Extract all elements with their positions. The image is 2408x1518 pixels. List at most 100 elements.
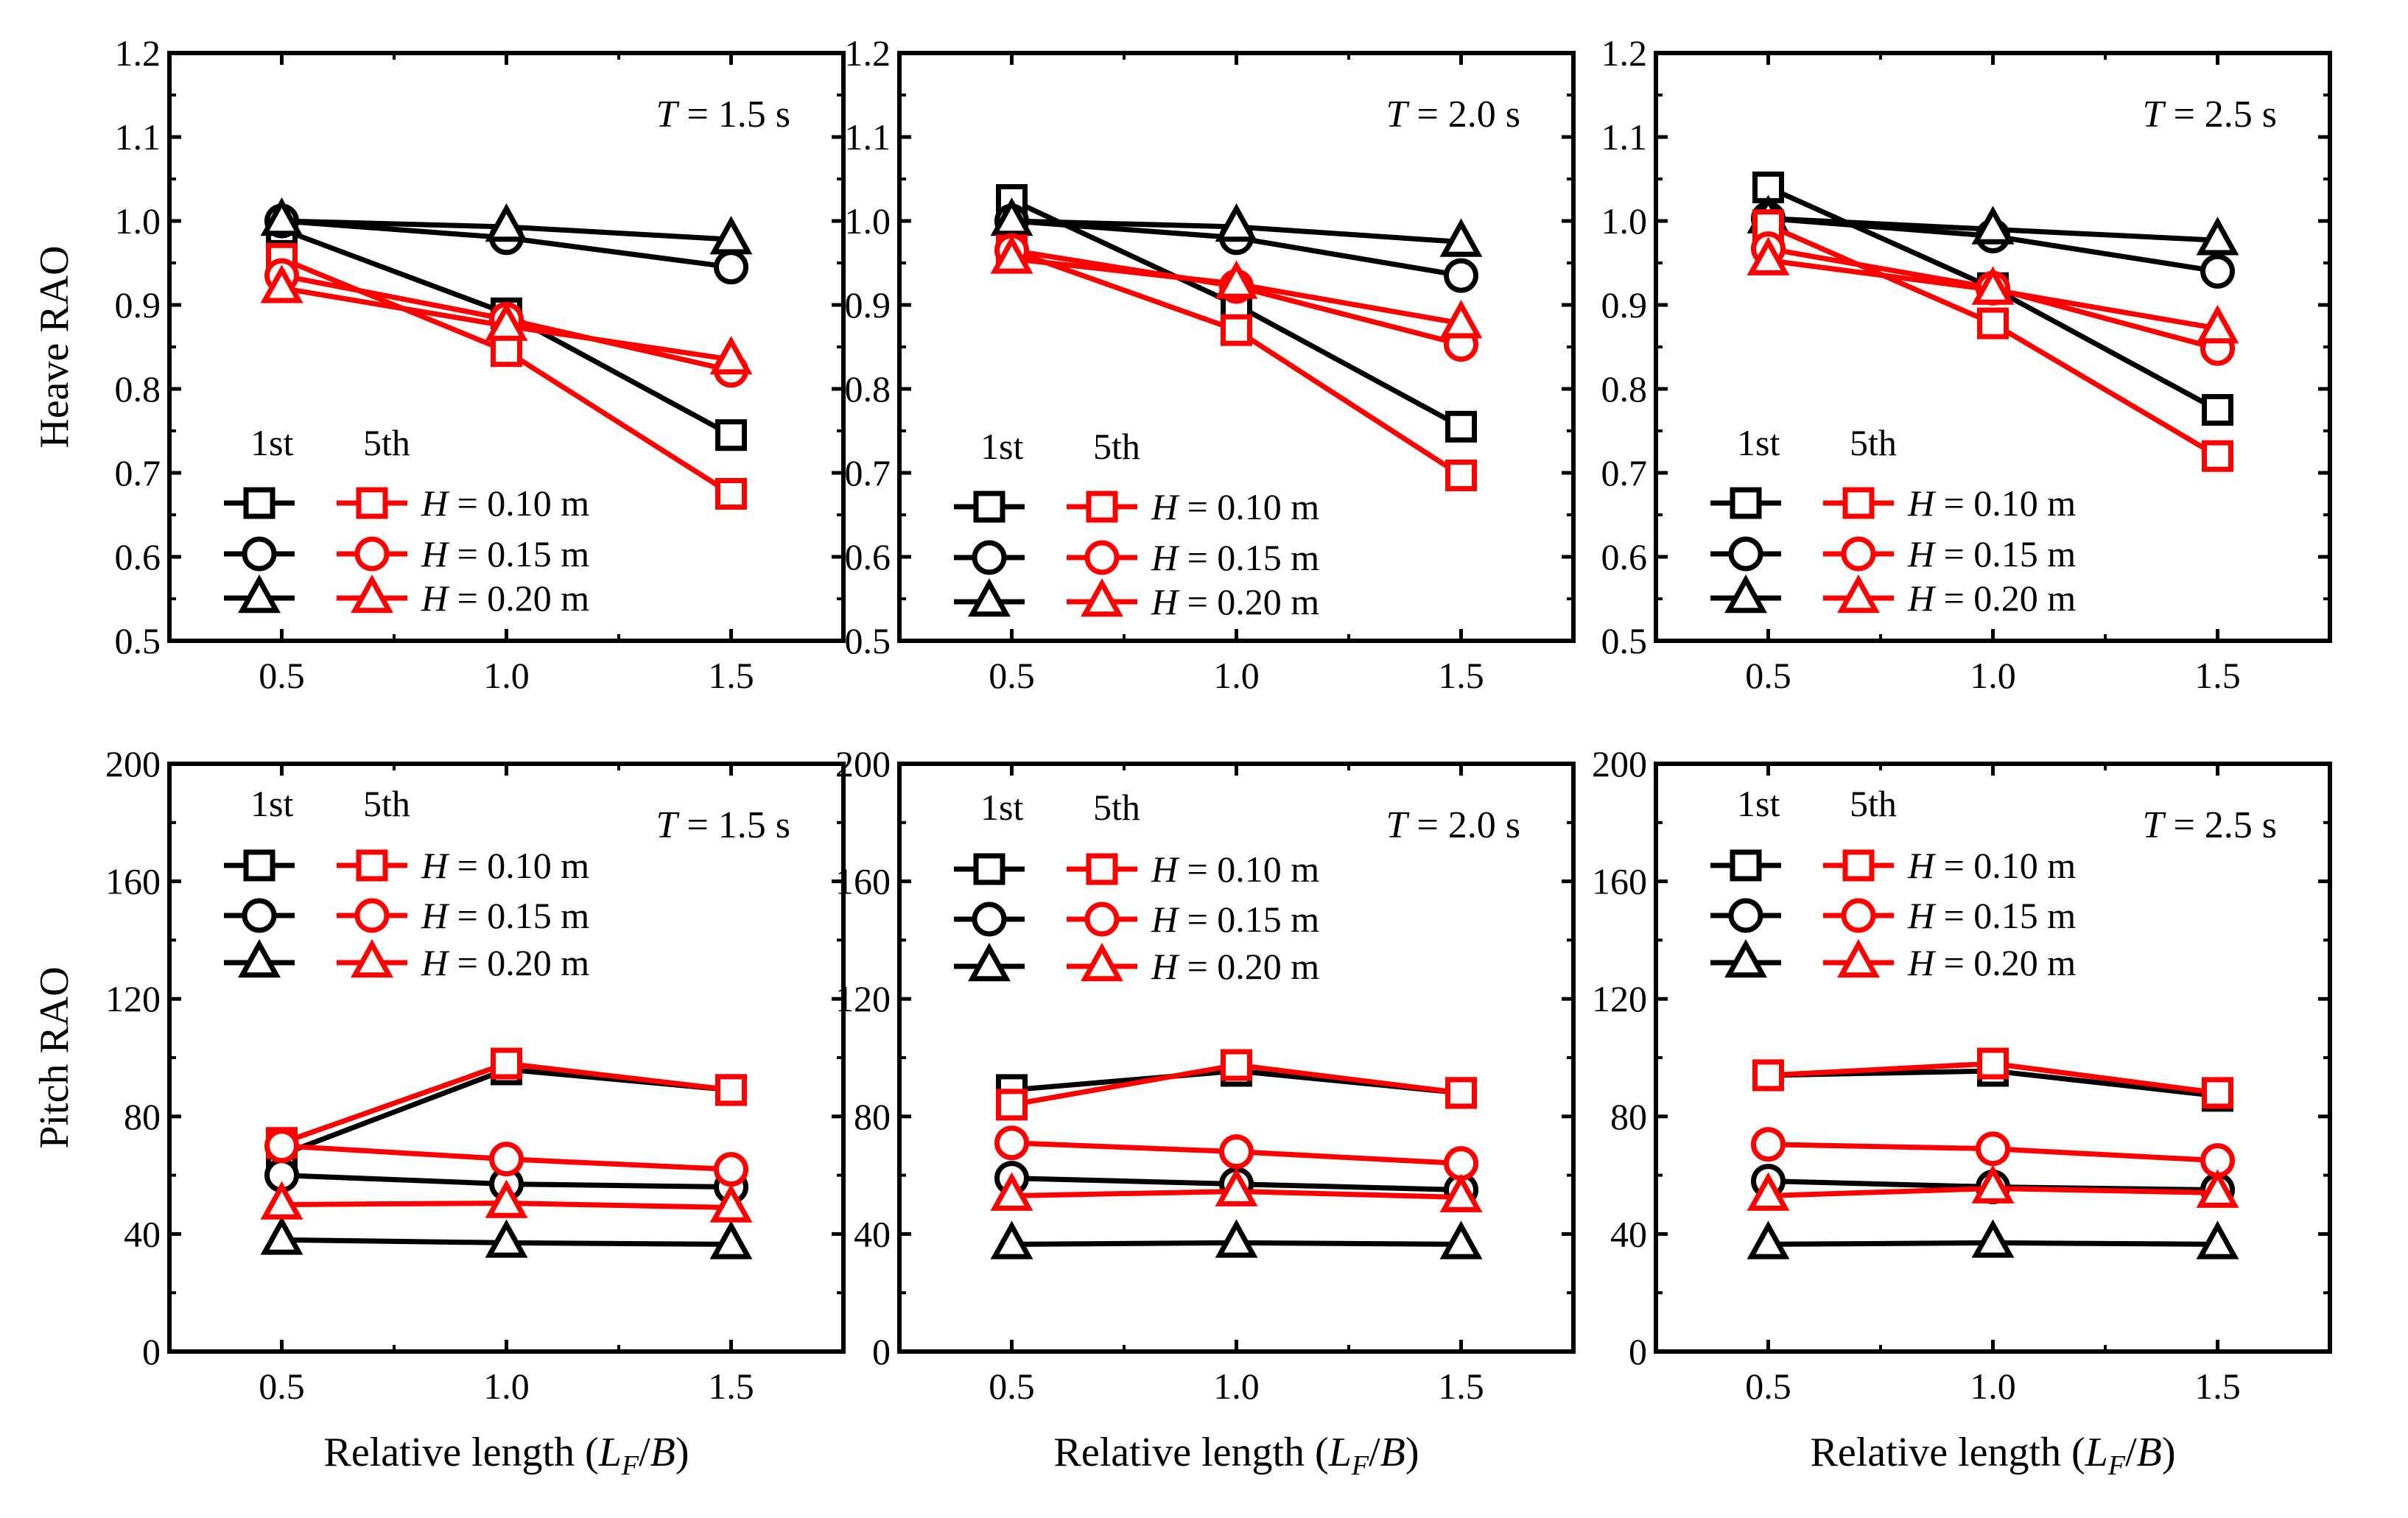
series-5th-circle <box>264 1128 748 1187</box>
y-tick-label: 0.6 <box>1601 536 1648 577</box>
data-point-triangle <box>2196 1220 2239 1259</box>
data-point-square <box>1445 1077 1477 1109</box>
series-5th-triangle <box>1747 236 2239 344</box>
data-point-circle <box>714 250 748 285</box>
x-axis-title: Relative length (LF/B) <box>1810 1430 2175 1481</box>
y-tick-label: 0.9 <box>1601 284 1648 326</box>
legend-marker-square <box>356 487 388 519</box>
data-point-triangle <box>1747 1172 1790 1211</box>
panel-1-1: 0 40 80 120 160 200 0.5 1.0 1.5 T = 2.0 s 1st 5th H … <box>835 743 1576 1481</box>
data-point-triangle <box>260 197 303 236</box>
legend-marker-triangle <box>1837 938 1880 978</box>
legend-label: H = 0.10 m <box>1907 845 2076 886</box>
data-point-triangle <box>260 1216 303 1255</box>
legend-marker-circle <box>242 898 277 933</box>
legend-label: H = 0.20 m <box>421 942 589 983</box>
y-tick-label: 1.1 <box>845 116 891 158</box>
legend-header-1st: 1st <box>1737 422 1780 463</box>
legend-marker-circle <box>1728 898 1763 933</box>
data-point-square <box>491 335 522 368</box>
y-tick-label: 200 <box>835 743 891 784</box>
x-tick-label: 1.0 <box>483 655 530 696</box>
x-tick-label: 1.5 <box>708 1366 754 1407</box>
data-point-triangle <box>1215 260 1258 299</box>
y-tick-label: 120 <box>835 978 891 1019</box>
legend-marker-square <box>243 849 275 882</box>
data-point-circle <box>2200 253 2235 289</box>
data-point-triangle <box>990 1220 1033 1259</box>
legend-marker-square <box>1086 491 1118 523</box>
y-tick-label: 0 <box>142 1331 161 1372</box>
data-point-triangle <box>1971 1164 2015 1203</box>
legend-header-1st: 1st <box>250 783 293 824</box>
legend-marker-triangle <box>968 577 1011 617</box>
y-tick-label: 200 <box>105 743 161 784</box>
y-tick-label: 0.7 <box>115 452 161 493</box>
data-point-circle <box>1751 1127 1786 1162</box>
legend-marker-square <box>1730 487 1762 519</box>
data-point-triangle <box>1439 218 1483 257</box>
data-point-circle <box>1976 1131 2010 1167</box>
legend-marker-circle <box>354 898 390 933</box>
legend-label: H = 0.15 m <box>1151 537 1319 578</box>
data-point-square <box>715 1074 747 1106</box>
legend-marker-square <box>973 853 1005 885</box>
legend-marker-triangle <box>1081 942 1123 982</box>
y-tick-label: 160 <box>1592 861 1647 902</box>
period-annotation: T = 2.5 s <box>2143 804 2277 846</box>
legend-label: H = 0.15 m <box>1907 895 2076 936</box>
legend-marker-triangle <box>238 938 281 978</box>
data-point-triangle <box>1971 266 2015 305</box>
legend-marker-triangle <box>1724 574 1767 614</box>
data-point-circle <box>489 1142 524 1177</box>
series-5th-square <box>266 1047 747 1159</box>
y-axis-title: Pitch RAO <box>32 966 77 1148</box>
data-point-circle <box>1219 1134 1254 1170</box>
legend-marker-triangle <box>351 938 393 978</box>
x-axis-title: Relative length (LF/B) <box>323 1430 689 1481</box>
data-point-square <box>2202 440 2233 472</box>
legend-label: H = 0.10 m <box>421 845 589 886</box>
legend-marker-circle <box>1728 536 1763 572</box>
x-tick-label: 1.0 <box>1213 1366 1260 1407</box>
legend-label: H = 0.10 m <box>1151 848 1319 890</box>
x-tick-label: 1.5 <box>708 655 754 696</box>
x-tick-label: 1.5 <box>2194 655 2241 696</box>
legend-marker-triangle <box>1081 577 1123 617</box>
legend-marker-circle <box>1841 536 1876 572</box>
legend-label: H = 0.15 m <box>421 895 589 936</box>
data-point-triangle <box>990 1172 1033 1211</box>
legend-marker-square <box>1730 849 1762 882</box>
y-tick-label: 80 <box>854 1096 891 1137</box>
data-point-square <box>1977 1047 2009 1080</box>
data-point-triangle <box>485 302 528 341</box>
x-tick-label: 1.0 <box>1970 655 2016 696</box>
x-tick-label: 0.5 <box>259 1366 305 1407</box>
data-point-square <box>715 419 747 451</box>
legend-header-5th: 5th <box>1093 426 1140 467</box>
data-point-triangle <box>990 235 1033 274</box>
data-point-triangle <box>709 216 753 255</box>
legend-marker-square <box>356 849 388 882</box>
legend-header-5th: 5th <box>363 783 410 824</box>
series-5th-triangle <box>260 1179 753 1223</box>
series-5th-triangle <box>990 235 1483 339</box>
y-tick-label: 40 <box>854 1213 891 1254</box>
data-point-triangle <box>260 264 303 303</box>
y-tick-label: 40 <box>1610 1213 1647 1254</box>
y-tick-label: 0 <box>872 1331 891 1372</box>
legend: 1st 5th H = 0.10 m H = 0.15 m H = 0.20 m <box>224 783 589 983</box>
data-point-triangle <box>485 203 528 242</box>
y-tick-label: 0.6 <box>115 536 161 577</box>
x-tick-label: 0.5 <box>1745 1366 1791 1407</box>
legend-header-1st: 1st <box>250 422 293 463</box>
data-point-triangle <box>1215 1219 1258 1258</box>
series-5th-circle <box>994 1125 1478 1181</box>
y-tick-label: 1.0 <box>1601 200 1648 242</box>
y-tick-label: 0.8 <box>115 368 161 410</box>
data-point-triangle <box>2196 304 2239 344</box>
